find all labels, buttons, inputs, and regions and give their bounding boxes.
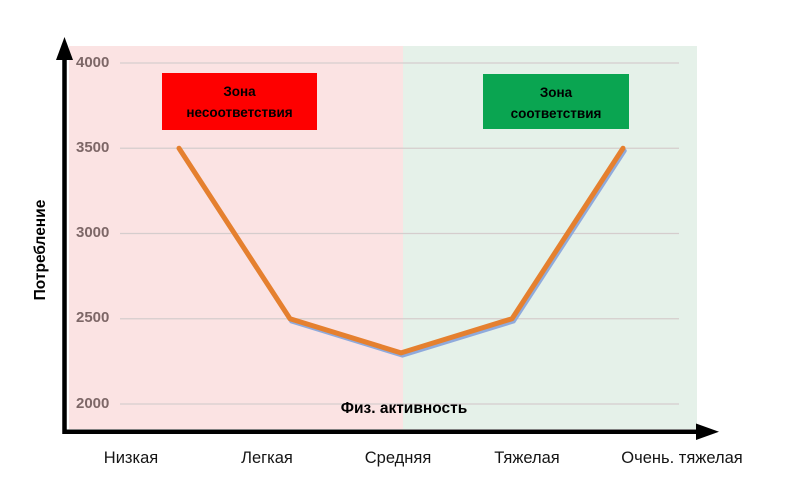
x-category-label: Очень. тяжелая	[621, 449, 743, 467]
y-axis-title: Потребление	[32, 199, 49, 301]
zone-label-conformity: Зона соответствия	[483, 74, 629, 129]
x-category-label: Легкая	[241, 449, 293, 467]
zone-label-line2: соответствия	[510, 106, 602, 121]
x-category-label: Тяжелая	[494, 449, 560, 467]
y-tick-label: 3000	[76, 224, 110, 241]
y-tick-label: 3500	[76, 139, 110, 156]
x-category-label: Низкая	[103, 449, 159, 467]
y-tick-label: 4000	[76, 54, 110, 71]
zone-label-nonconformity: Зона несоответствия	[162, 73, 317, 130]
zone-label-line1: Зона	[223, 84, 256, 99]
x-category-label: Средняя	[364, 449, 432, 467]
zone-label-line1: Зона	[539, 85, 573, 100]
x-axis-title: Физ. активность	[340, 400, 468, 417]
y-tick-label: 2000	[76, 395, 110, 412]
y-tick-label: 2500	[76, 309, 110, 326]
zone-label-line2: несоответствия	[186, 105, 293, 120]
